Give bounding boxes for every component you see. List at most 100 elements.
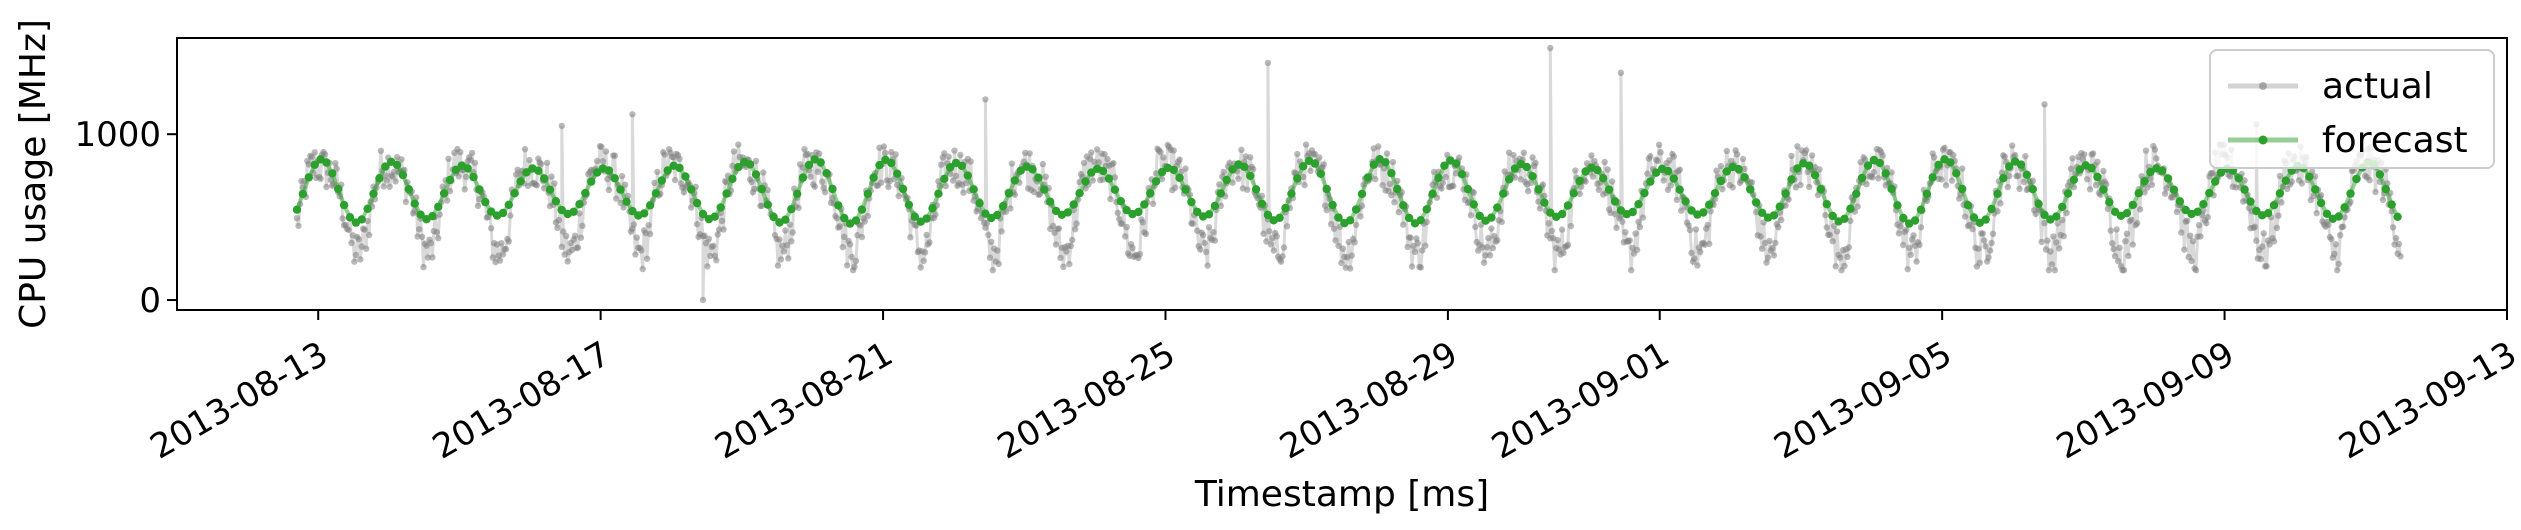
actual-point [348, 239, 355, 247]
forecast-point [2128, 200, 2137, 210]
actual-point [994, 247, 1001, 254]
actual-point [1854, 203, 1861, 210]
forecast-point [816, 158, 825, 167]
actual-point [1316, 154, 1323, 161]
forecast-point [663, 166, 672, 175]
actual-point [1707, 208, 1714, 215]
forecast-point [934, 189, 943, 198]
forecast-point [1404, 213, 1414, 223]
actual-point [1472, 223, 1479, 231]
actual-point [960, 189, 967, 196]
actual-point [599, 158, 607, 165]
actual-point [1906, 244, 1913, 251]
actual-point [433, 229, 440, 236]
actual-point [1182, 165, 1189, 172]
actual-point [986, 254, 994, 261]
actual-point [1632, 230, 1639, 237]
forecast-point [1475, 211, 1484, 221]
forecast-point [904, 200, 914, 209]
actual-point [1204, 262, 1211, 269]
actual-point [1250, 165, 1257, 173]
actual-point [2195, 222, 2203, 229]
actual-point [420, 263, 427, 271]
forecast-point [398, 170, 408, 180]
actual-point [1667, 182, 1675, 189]
actual-point [780, 248, 788, 255]
forecast-point [1487, 213, 1496, 222]
actual-point [1766, 237, 1773, 245]
actual-point [2054, 220, 2061, 227]
actual-point [811, 183, 818, 190]
forecast-point [1546, 208, 1555, 217]
actual-point [499, 251, 507, 258]
actual-point [1408, 263, 1416, 270]
forecast-point [328, 169, 337, 178]
actual-point [1816, 166, 1823, 173]
forecast-point [2105, 198, 2114, 207]
actual-point [1395, 209, 1403, 216]
plot-area [176, 37, 2508, 311]
forecast-point [2240, 185, 2249, 194]
forecast-point [2181, 205, 2190, 215]
actual-point [1694, 262, 1701, 269]
actual-point [789, 229, 796, 236]
actual-point [2120, 267, 2128, 274]
forecast-point [2034, 199, 2043, 209]
actual-point [2050, 233, 2057, 240]
actual-point [1176, 156, 1183, 163]
actual-point [1111, 174, 1119, 181]
forecast-point [1540, 198, 1549, 207]
forecast-point [763, 200, 772, 209]
actual-point [1941, 144, 1948, 151]
actual-point [618, 172, 626, 180]
forecast-point [2246, 197, 2255, 206]
actual-point [945, 153, 952, 160]
actual-point [436, 211, 443, 218]
forecast-point [2334, 212, 2343, 221]
forecast-point [981, 209, 990, 218]
actual-point [1122, 233, 1129, 240]
actual-point [1039, 160, 1047, 168]
forecast-point [1051, 206, 1061, 216]
forecast-point [1781, 189, 1790, 198]
forecast-point [1257, 199, 1267, 208]
actual-point [688, 204, 695, 211]
forecast-point [1816, 185, 1826, 194]
actual-point [2123, 230, 2131, 237]
actual-point [1879, 152, 1886, 159]
actual-point [704, 263, 711, 270]
forecast-point [1263, 210, 1273, 220]
actual-point [2079, 156, 2086, 163]
actual-point [839, 243, 846, 251]
forecast-point [1716, 176, 1726, 186]
actual-point [621, 181, 629, 188]
actual-point [2020, 178, 2028, 186]
actual-point [498, 240, 505, 247]
actual-point [1673, 196, 1681, 204]
actual-point [2107, 227, 2114, 234]
actual-point [1104, 155, 1111, 163]
actual-point [2312, 173, 2319, 180]
actual-point [332, 160, 339, 167]
actual-point [1094, 146, 1101, 153]
actual-point [352, 251, 360, 259]
actual-point [995, 260, 1002, 268]
forecast-point [1646, 177, 1655, 186]
y-tick-label: 1000 [74, 115, 161, 155]
actual-point [1822, 212, 1829, 219]
actual-point [2110, 245, 2117, 253]
forecast-point [1910, 216, 1920, 225]
actual-point [851, 263, 858, 270]
actual-point [2016, 185, 2023, 192]
actual-point [1976, 259, 1984, 266]
forecast-point [1169, 165, 1178, 175]
forecast-point [1934, 160, 1943, 169]
actual-point [1063, 248, 1070, 255]
actual-point [1617, 69, 1625, 77]
actual-point [2332, 241, 2339, 248]
actual-point [1095, 159, 1102, 166]
actual-point [1301, 181, 1308, 189]
actual-point [1066, 260, 1073, 268]
actual-point [2006, 172, 2013, 180]
actual-point [1483, 244, 1491, 251]
